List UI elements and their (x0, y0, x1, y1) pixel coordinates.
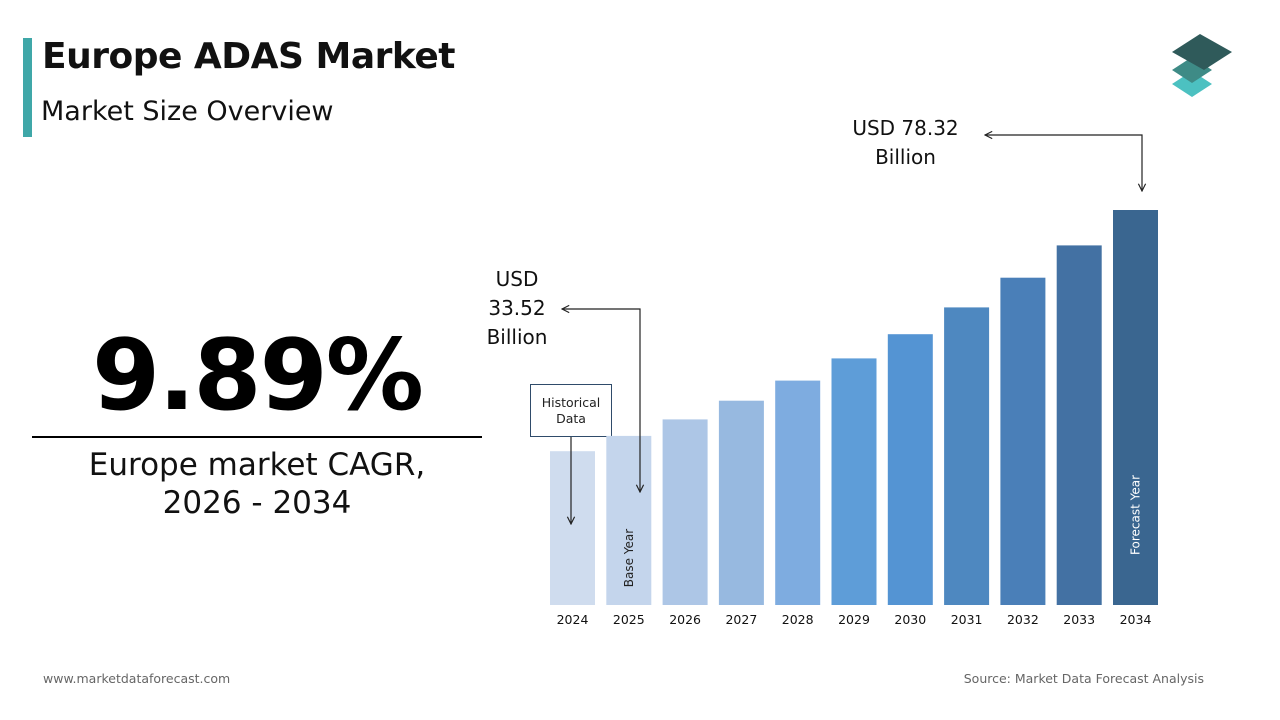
bar-2024 (550, 451, 595, 605)
x-tick-2028: 2028 (782, 612, 814, 627)
footer-source: Source: Market Data Forecast Analysis (963, 671, 1204, 686)
x-tick-2025: 2025 (613, 612, 645, 627)
cagr-divider (32, 436, 482, 438)
page-subtitle: Market Size Overview (41, 96, 334, 127)
callout-2025-line3: Billion (486, 325, 548, 349)
x-tick-2031: 2031 (951, 612, 983, 627)
x-tick-2033: 2033 (1063, 612, 1095, 627)
bar-2026 (662, 419, 708, 605)
cagr-label-line2: 2026 - 2034 (162, 485, 352, 521)
x-tick-2024: 2024 (557, 612, 589, 627)
logo-layer-top (1172, 34, 1232, 70)
callout-2034-value: USD 78.32 Billion (838, 114, 973, 172)
cagr-label-line1: Europe market CAGR, (88, 447, 426, 483)
arrow-2034 (985, 135, 1142, 191)
bars-group (550, 210, 1158, 605)
bar-2028 (775, 380, 821, 605)
company-logo (1172, 34, 1232, 97)
callout-2034-line2: Billion (875, 145, 936, 169)
title-accent-bar (23, 38, 32, 137)
x-tick-labels: 2024 2025 2026 2027 2028 2029 2030 2031 2032 2033… (557, 612, 1152, 627)
x-tick-2029: 2029 (838, 612, 870, 627)
callout-2025-line2: 33.52 (488, 296, 546, 320)
bar-label-2034: Forecast Year (1129, 475, 1143, 555)
bar-2029 (831, 358, 877, 605)
x-tick-2034: 2034 (1120, 612, 1152, 627)
arrow-2025 (562, 309, 640, 492)
page-title: Europe ADAS Market (42, 36, 455, 77)
cagr-value: 9.89% (92, 319, 424, 433)
x-tick-2032: 2032 (1007, 612, 1039, 627)
callout-2034-line1: USD 78.32 (852, 116, 959, 140)
bar-2034 (1113, 210, 1158, 605)
bar-2027 (718, 400, 764, 605)
logo-layer-bottom (1172, 71, 1212, 97)
bar-2031 (944, 307, 990, 605)
callout-2025-line1: USD (495, 267, 539, 291)
bar-2030 (887, 334, 933, 605)
x-tick-2030: 2030 (894, 612, 926, 627)
bar-2032 (1000, 277, 1046, 605)
x-tick-2027: 2027 (725, 612, 757, 627)
bar-label-2025: Base Year (622, 529, 636, 588)
bar-2033 (1056, 245, 1102, 605)
cagr-label: Europe market CAGR, 2026 - 2034 (32, 446, 482, 522)
callout-2025-value: USD 33.52 Billion (472, 265, 562, 352)
bar-inner-labels: Base Year Forecast Year (622, 475, 1143, 587)
x-tick-2026: 2026 (669, 612, 701, 627)
footer-website: www.marketdataforecast.com (43, 671, 231, 686)
